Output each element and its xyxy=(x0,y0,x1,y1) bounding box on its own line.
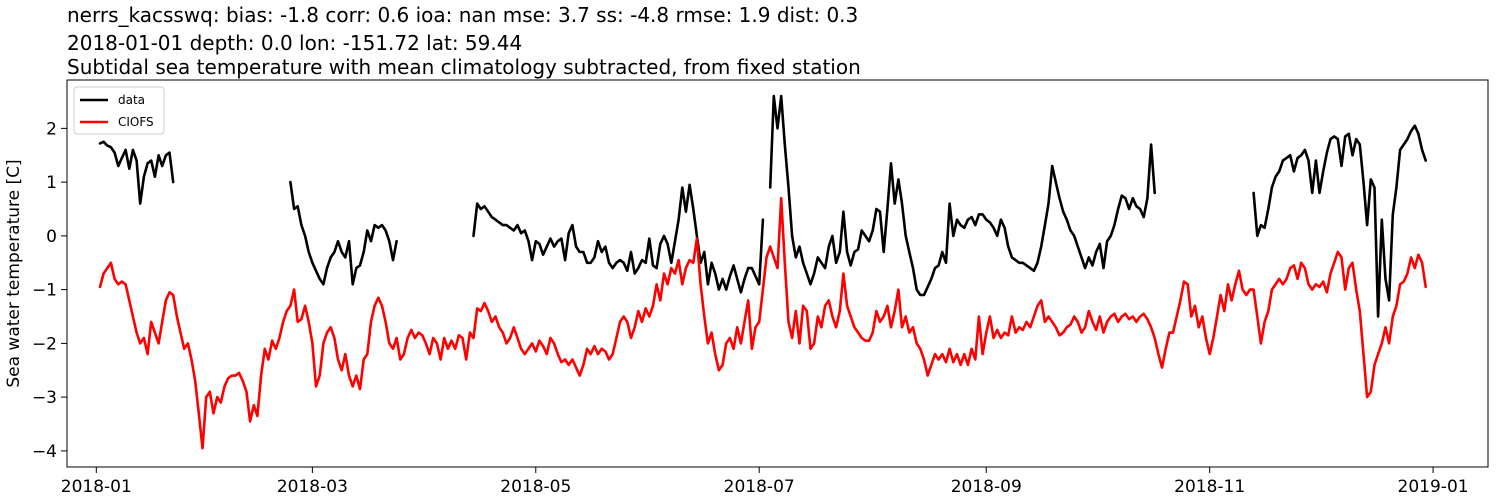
y-tick-label: 0 xyxy=(46,227,57,247)
legend: data CIOFS xyxy=(73,86,165,135)
series-data-line-segment-3 xyxy=(768,94,1156,297)
y-axis: −4 −3 −2 −1 0 1 2 xyxy=(32,119,67,462)
x-tick-label: 2018-11 xyxy=(1174,477,1245,497)
x-axis: 2018-01 2018-03 2018-05 2018-07 2018-09 2018-… xyxy=(61,467,1469,497)
plot-lines xyxy=(98,94,1427,450)
y-tick-label: −1 xyxy=(32,281,57,301)
series-data-line-segment-0 xyxy=(98,140,175,205)
y-tick-label: −3 xyxy=(32,388,57,408)
y-tick-label: 1 xyxy=(46,173,57,193)
plot-frame xyxy=(66,79,1489,468)
y-axis-label: Sea water temperature [C] xyxy=(4,159,24,387)
x-tick-label: 2018-01 xyxy=(61,477,132,497)
series-data-line-segment-4 xyxy=(1252,124,1427,318)
x-tick-label: 2019-01 xyxy=(1398,477,1469,497)
legend-label-ciofs: CIOFS xyxy=(118,115,154,129)
chart-title-line-1: nerrs_kacsswq: bias: -1.8 corr: 0.6 ioa:… xyxy=(67,3,859,27)
x-tick-label: 2018-05 xyxy=(500,477,571,497)
y-tick-label: 2 xyxy=(46,119,57,139)
series-data-line-segment-1 xyxy=(289,180,398,286)
x-tick-label: 2018-07 xyxy=(724,477,795,497)
y-tick-label: −2 xyxy=(32,334,57,354)
chart-title-line-2: 2018-01-01 depth: 0.0 lon: -151.72 lat: … xyxy=(67,31,523,55)
x-tick-label: 2018-03 xyxy=(277,477,348,497)
legend-label-data: data xyxy=(118,93,145,107)
x-tick-label: 2018-09 xyxy=(951,477,1022,497)
series-data-line-segment-2 xyxy=(472,183,765,294)
y-tick-label: −4 xyxy=(32,442,57,462)
chart-title-line-3: Subtidal sea temperature with mean clima… xyxy=(67,55,861,79)
series-ciofs-line-segment-0 xyxy=(98,196,1427,450)
